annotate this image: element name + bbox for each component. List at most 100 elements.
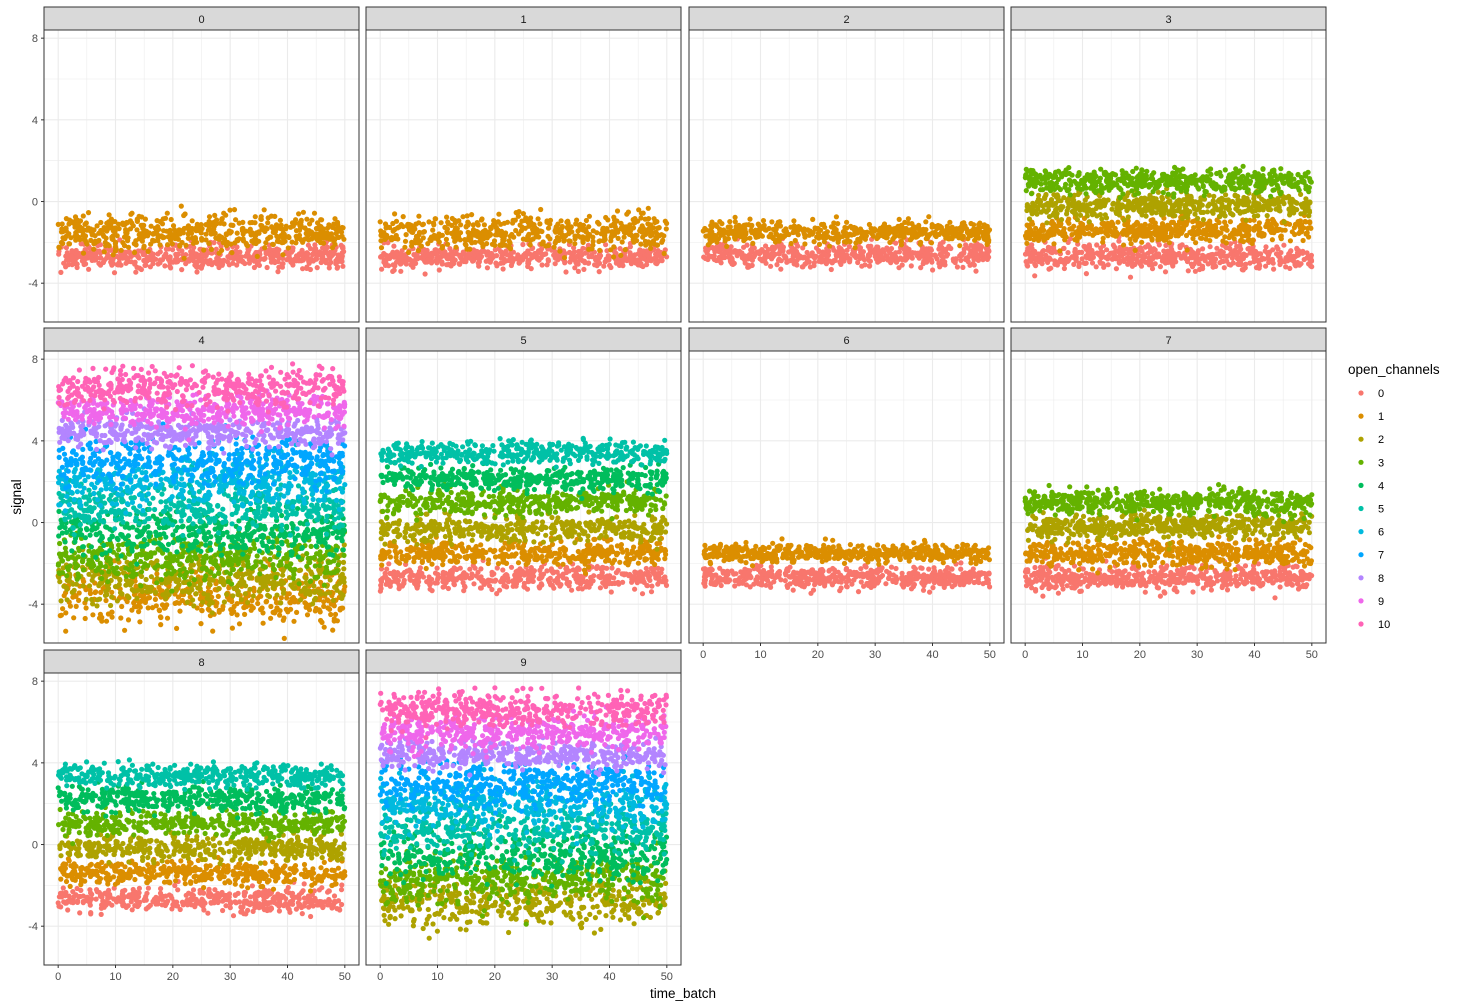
data-point [1303,219,1308,224]
data-point [1204,237,1209,242]
data-point [1253,224,1258,229]
data-point [1169,226,1174,231]
data-point [1183,213,1188,218]
data-point [379,245,384,250]
data-point [1050,219,1055,224]
data-point [265,265,270,270]
data-point [784,229,789,234]
data-point [472,233,477,238]
data-point [750,241,755,246]
data-point [897,249,902,254]
data-point [629,261,634,266]
facet-panel-1: 1 [366,7,681,322]
data-point [294,234,299,239]
data-point [161,228,166,233]
data-point [1232,231,1237,236]
data-point [591,228,596,233]
data-point [463,242,468,247]
data-point [537,221,542,226]
data-point [298,252,303,257]
data-point [160,235,165,240]
data-point [1048,266,1053,271]
data-point [1292,232,1297,237]
data-point [312,211,317,216]
data-point [519,228,524,233]
data-point [910,250,915,255]
data-point [531,222,536,227]
data-point [286,251,291,256]
data-point [142,263,147,268]
data-point [525,259,530,264]
data-point [750,263,755,268]
data-point [756,222,761,227]
data-point [555,235,560,240]
data-point [652,216,657,221]
data-point [1129,241,1134,246]
data-point [308,246,313,251]
data-point [471,258,476,263]
data-point [553,261,558,266]
data-point [400,253,405,258]
data-point [1258,251,1263,256]
data-point [518,223,523,228]
data-point [1039,253,1044,258]
data-point [631,217,636,222]
data-point [265,220,270,225]
data-point [1162,201,1167,206]
data-point [158,249,163,254]
data-point [586,224,591,229]
data-point [275,236,280,241]
data-point [1224,240,1229,245]
data-point [1160,196,1165,201]
data-point [163,216,168,221]
data-point [1284,255,1289,260]
facet-strip-label: 1 [520,14,526,26]
data-point [664,226,669,231]
data-point [980,257,985,262]
data-point [1113,226,1118,231]
data-point [818,256,823,261]
data-point [182,256,187,261]
data-point [732,233,737,238]
data-point [761,218,766,223]
data-point [1087,219,1092,224]
data-point [1072,237,1077,242]
data-point [1163,231,1168,236]
data-point [499,256,504,261]
data-point [623,247,628,252]
data-point [75,255,80,260]
data-point [1193,240,1198,245]
data-point [606,257,611,262]
data-point [663,219,668,224]
data-point [252,265,257,270]
data-point [102,249,107,254]
data-point [853,245,858,250]
data-point [404,232,409,237]
data-point [64,216,69,221]
data-point [769,256,774,261]
data-point [1107,225,1112,230]
data-point [1072,211,1077,216]
data-point [1030,252,1035,257]
data-point [919,249,924,254]
data-point [286,234,291,239]
data-point [168,254,173,259]
data-point [66,231,71,236]
data-point [1100,221,1105,226]
data-point [1116,239,1121,244]
data-point [243,229,248,234]
data-point [1169,208,1174,213]
data-point [244,242,249,247]
data-point [217,251,222,256]
data-point [415,235,420,240]
data-point [1298,261,1303,266]
data-point [1281,243,1286,248]
data-point [548,218,553,223]
data-point [1150,266,1155,271]
data-point [423,271,428,276]
data-point [823,253,828,258]
data-point [444,229,449,234]
data-point [137,266,142,271]
data-point [1046,207,1051,212]
data-point [632,252,637,257]
